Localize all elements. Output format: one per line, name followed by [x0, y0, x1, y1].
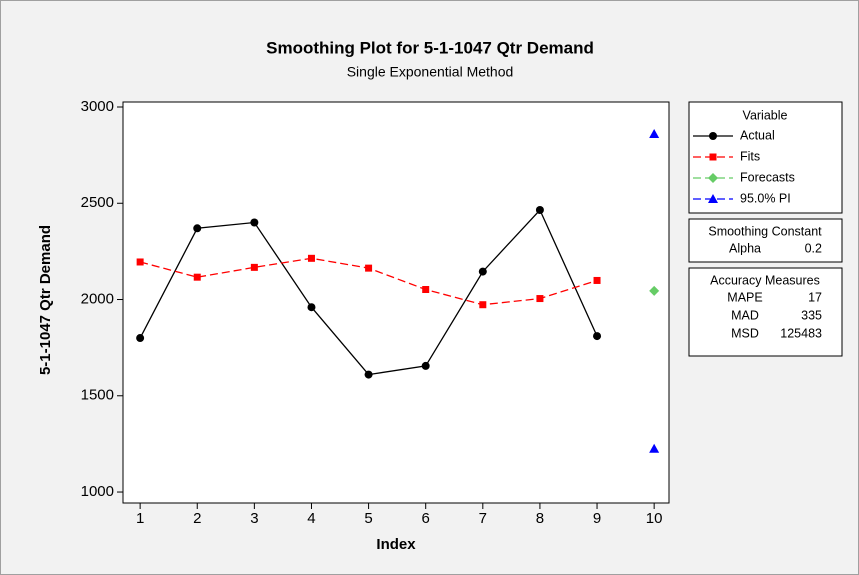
x-tick-label: 3 — [250, 510, 258, 527]
legend-label: 95.0% PI — [740, 191, 791, 205]
box-title: Accuracy Measures — [710, 273, 820, 287]
marker — [136, 258, 144, 266]
marker — [478, 267, 487, 276]
marker — [479, 301, 487, 309]
marker — [593, 332, 602, 341]
x-tick-label: 8 — [536, 510, 544, 527]
marker — [307, 254, 315, 262]
legend-label: Actual — [740, 128, 775, 142]
box-key: Alpha — [729, 241, 761, 255]
legend-marker — [708, 173, 718, 183]
y-tick-label: 3000 — [81, 98, 114, 115]
marker — [193, 224, 202, 233]
marker — [535, 205, 544, 214]
legend-label: Forecasts — [740, 170, 795, 184]
box-value: 17 — [808, 290, 822, 304]
box-title: Smoothing Constant — [708, 224, 822, 238]
x-tick-label: 4 — [307, 510, 315, 527]
x-tick-label: 2 — [193, 510, 201, 527]
x-axis-label: Index — [376, 536, 416, 553]
marker — [421, 361, 430, 370]
chart-title: Smoothing Plot for 5-1-1047 Qtr Demand — [266, 38, 594, 57]
x-tick-label: 9 — [593, 510, 601, 527]
plot-area — [122, 101, 670, 504]
x-tick-label: 1 — [136, 510, 144, 527]
box-key: MAD — [731, 308, 759, 322]
legend-label: Fits — [740, 149, 760, 163]
accuracy-box — [688, 267, 843, 357]
marker — [422, 286, 430, 294]
marker — [536, 295, 544, 303]
box-value: 0.2 — [805, 241, 822, 255]
marker — [365, 264, 373, 272]
y-tick-label: 2500 — [81, 194, 114, 211]
legend-marker — [709, 132, 717, 140]
marker — [250, 218, 259, 227]
x-tick-label: 7 — [479, 510, 487, 527]
marker — [593, 276, 601, 284]
marker — [649, 443, 660, 453]
legend-title: Variable — [743, 108, 788, 122]
marker — [193, 273, 201, 281]
x-tick-label: 5 — [364, 510, 372, 527]
marker — [649, 128, 660, 138]
box-key: MAPE — [727, 290, 762, 304]
box-value: 125483 — [780, 326, 822, 340]
legend-marker — [709, 153, 717, 161]
y-axis-label: 5-1-1047 Qtr Demand — [37, 225, 54, 375]
marker — [649, 285, 660, 296]
chart-subtitle: Single Exponential Method — [347, 64, 514, 80]
box-value: 335 — [801, 308, 822, 322]
y-tick-label: 2000 — [81, 290, 114, 307]
marker — [307, 303, 316, 312]
marker — [364, 370, 373, 379]
marker — [250, 263, 258, 271]
y-tick-label: 1500 — [81, 387, 114, 404]
x-tick-label: 6 — [422, 510, 430, 527]
box-key: MSD — [731, 326, 759, 340]
marker — [136, 334, 145, 343]
x-tick-label: 10 — [646, 510, 663, 527]
smoothing-box — [688, 218, 843, 263]
y-tick-label: 1000 — [81, 483, 114, 500]
legend-marker — [708, 194, 718, 203]
